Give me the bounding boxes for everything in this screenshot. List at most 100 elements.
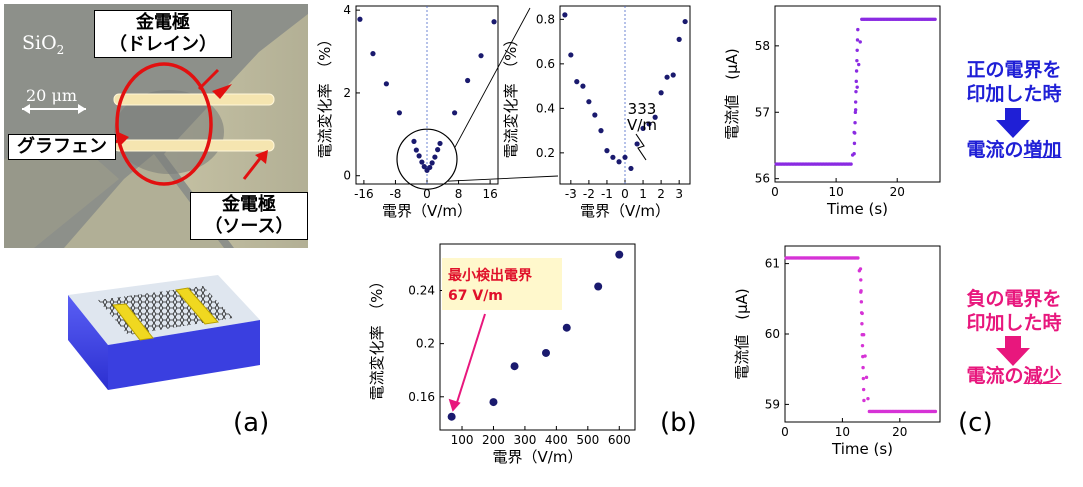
- data-point: [622, 154, 628, 160]
- data-point: [435, 147, 441, 153]
- data-point: [357, 16, 363, 22]
- scale-bar-label: 20 μm: [26, 86, 78, 105]
- data-point: [370, 51, 376, 57]
- chart-field-vs-change-full: -16 -8 0 8 16 0 2 4 電界（V/m） 電流変化率 （%）: [316, 3, 559, 220]
- negative-result-caption: 電流の減少: [966, 365, 1062, 387]
- annotation-arrowhead: [448, 398, 461, 412]
- data-point: [859, 311, 864, 315]
- data-point: [598, 128, 604, 134]
- data-point: [859, 300, 864, 304]
- y-tick-label: 57: [755, 105, 770, 119]
- device-schematic: [68, 275, 260, 390]
- x-tick-label: -3: [565, 187, 577, 201]
- data-point: [574, 79, 580, 85]
- data-point: [862, 398, 866, 403]
- data-point: [857, 62, 861, 67]
- y-tick-label: 0.24: [408, 284, 435, 298]
- data-point: [860, 333, 864, 337]
- data-point: [670, 72, 676, 78]
- x-tick-label: 1: [639, 187, 647, 201]
- x-tick-label: 8: [455, 187, 463, 201]
- panel-label-b: (b): [660, 408, 697, 438]
- data-point: [416, 153, 422, 159]
- y-axis-title: 電流値 (μA): [733, 288, 751, 380]
- x-tick-label: 10: [835, 425, 850, 439]
- chart-current-negative: 0 10 20 59 60 61 Time (s) 電流値 (μA): [733, 245, 941, 458]
- data-point: [859, 289, 863, 293]
- data-point: [861, 354, 865, 359]
- plot-frame: [774, 5, 941, 183]
- data-point: [861, 387, 866, 392]
- y-tick-label: 4: [343, 3, 351, 17]
- data-point: [413, 147, 419, 153]
- sio2-label: SiO2: [22, 32, 65, 57]
- data-point: [652, 114, 658, 120]
- data-point: [383, 81, 389, 87]
- data-point: [676, 36, 682, 42]
- x-axis-title: 電界（V/m）: [382, 202, 472, 220]
- data-point: [855, 58, 859, 63]
- data-point: [478, 53, 484, 59]
- positive-result-caption: 電流の増加: [966, 139, 1062, 161]
- data-point: [411, 138, 417, 144]
- down-arrow-icon: [996, 336, 1030, 366]
- x-tick-label: 20: [892, 425, 907, 439]
- data-point: [510, 362, 519, 371]
- x-tick-label: 0: [621, 187, 629, 201]
- x-tick-label: -16: [354, 187, 374, 201]
- data-point: [861, 376, 866, 381]
- data-point: [568, 52, 574, 58]
- x-tick-label: -8: [389, 187, 401, 201]
- zoom-line: [454, 7, 531, 148]
- x-tick-label: 2: [657, 187, 665, 201]
- annotation-unit: V/m: [627, 116, 657, 134]
- data-point: [855, 85, 859, 89]
- x-tick-label: 0: [781, 425, 789, 439]
- annotation-value: 333: [628, 100, 657, 118]
- panel-label-a: (a): [233, 408, 270, 438]
- annotation-line1: 最小検出電界: [448, 267, 533, 284]
- x-tick-label: -2: [583, 187, 595, 201]
- positive-field-caption: 正の電界を 印加した時: [966, 59, 1062, 105]
- graphene-label: グラフェン: [8, 134, 116, 160]
- annotation-line2: 67 V/m: [448, 288, 503, 304]
- data-point: [866, 396, 870, 401]
- x-tick-label: 16: [482, 187, 497, 201]
- y-tick-label: 0.4: [536, 101, 555, 115]
- x-tick-label: 300: [513, 433, 536, 447]
- data-point: [860, 322, 864, 326]
- data-point: [858, 40, 862, 44]
- data-point: [860, 343, 865, 348]
- data-point: [432, 154, 438, 160]
- data-point: [933, 17, 937, 21]
- y-tick-label: 0: [343, 169, 351, 183]
- data-point: [421, 164, 427, 170]
- x-axis-title: Time (s): [826, 200, 888, 218]
- data-point: [419, 159, 425, 165]
- chart-field-vs-change-zoom: -3 -2 -1 0 1 2 3 0.2 0.4 0.6 0.8 電界（V/m） 電流変化率 （%） 33…: [502, 5, 691, 220]
- negative-field-caption: 負の電界を 印加した時: [966, 288, 1062, 334]
- x-tick-label: 500: [576, 433, 599, 447]
- data-point: [646, 121, 652, 127]
- data-point: [580, 83, 586, 89]
- y-tick-label: 0.2: [416, 337, 435, 351]
- y-axis-title: 電流変化率 （%）: [316, 32, 334, 159]
- data-point: [427, 164, 433, 171]
- data-point: [856, 27, 860, 32]
- data-point: [855, 48, 859, 53]
- x-axis-title: 電界（V/m）: [580, 202, 670, 220]
- y-tick-label: 0.2: [536, 146, 555, 160]
- x-tick-label: 400: [545, 433, 568, 447]
- data-point: [858, 267, 863, 271]
- x-tick-label: 3: [675, 187, 683, 201]
- data-point: [452, 110, 458, 116]
- data-point: [861, 365, 865, 370]
- y-tick-label: 61: [765, 257, 780, 271]
- data-point: [852, 152, 856, 156]
- data-point: [853, 110, 858, 115]
- data-point: [592, 112, 598, 118]
- x-axis-title: Time (s): [831, 440, 893, 458]
- chart-low-field: 100 200 300 400 500 600 0.16 0.2 0.24 電界（V/m） 電流変化…: [368, 243, 636, 466]
- data-point: [491, 19, 497, 25]
- y-tick-label: 0.16: [408, 390, 435, 404]
